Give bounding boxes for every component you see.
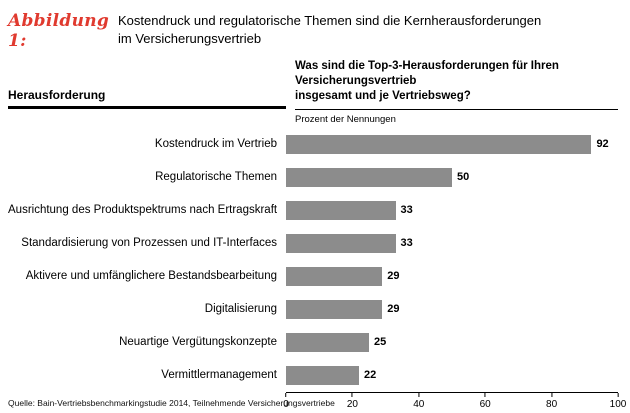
x-tick-label: 80 <box>546 398 558 410</box>
bar-row: Kostendruck im Vertrieb 92 <box>8 128 618 161</box>
bar-row: Standardisierung von Prozessen und IT-In… <box>8 227 618 260</box>
tick-mark <box>617 392 619 397</box>
value-label: 50 <box>457 171 470 184</box>
category-label: Kostendruck im Vertrieb <box>154 138 277 151</box>
x-tick: 60 <box>479 392 491 410</box>
column-headers: Herausforderung Was sind die Top-3-Herau… <box>8 59 618 125</box>
category-label: Neuartige Vergütungskonzepte <box>119 336 277 349</box>
right-column-header: Was sind die Top-3-Herausforderungen für… <box>295 59 618 125</box>
x-tick-label: 40 <box>413 398 425 410</box>
x-tick: 20 <box>346 392 358 410</box>
figure-label: Abbildung 1: <box>8 11 110 51</box>
x-tick: 40 <box>413 392 425 410</box>
figure-title-line1: Kostendruck und regulatorische Themen si… <box>118 13 542 28</box>
bar-track: 22 <box>286 365 618 385</box>
bar-row: Regulatorische Themen 50 <box>8 161 618 194</box>
bar-row: Aktivere und umfänglichere Bestandsbearb… <box>8 260 618 293</box>
category-label: Aktivere und umfänglichere Bestandsbearb… <box>25 270 277 283</box>
category-label: Digitalisierung <box>204 303 277 316</box>
bar <box>286 299 383 319</box>
bar <box>286 167 452 187</box>
left-column-header: Herausforderung <box>8 88 286 109</box>
bar-row: Neuartige Vergütungskonzepte 25 <box>8 326 618 359</box>
x-tick: 0 <box>283 392 289 410</box>
x-axis: 0 20 40 60 80 100 <box>283 391 626 413</box>
bar-track: 33 <box>286 233 618 253</box>
value-label: 92 <box>596 138 609 151</box>
value-label: 25 <box>374 336 387 349</box>
figure-title: Kostendruck und regulatorische Themen si… <box>118 10 541 51</box>
figure-title-line2: im Versicherungsvertrieb <box>118 31 262 47</box>
value-label: 29 <box>387 303 400 316</box>
unit-label: Prozent der Nennungen <box>295 113 396 125</box>
tick-mark <box>484 392 486 397</box>
x-axis-row: 0 20 40 60 80 100 <box>8 391 626 413</box>
bar <box>286 365 360 385</box>
bar-row: Vermittlermanagement 22 <box>8 359 618 392</box>
x-tick-label: 0 <box>283 398 289 410</box>
x-tick-label: 60 <box>479 398 491 410</box>
bar <box>286 200 396 220</box>
bar <box>286 134 592 154</box>
x-tick: 100 <box>609 392 627 410</box>
tick-mark <box>418 392 420 397</box>
bar-track: 25 <box>286 332 618 352</box>
x-tick-label: 20 <box>346 398 358 410</box>
value-label: 29 <box>387 270 400 283</box>
value-label: 22 <box>364 369 377 382</box>
bar-track: 29 <box>286 266 618 286</box>
tick-mark <box>285 392 287 397</box>
category-label: Ausrichtung des Produktspektrums nach Er… <box>8 204 278 217</box>
bar-track: 50 <box>286 167 618 187</box>
bar <box>286 233 396 253</box>
value-label: 33 <box>400 204 413 217</box>
survey-question-line2: insgesamt und je Vertriebsweg? <box>295 90 471 103</box>
bar-track: 92 <box>286 134 618 154</box>
tick-mark <box>551 392 553 397</box>
category-label: Regulatorische Themen <box>155 171 277 184</box>
bar-track: 33 <box>286 200 618 220</box>
category-label: Vermittlermanagement <box>161 369 277 382</box>
x-tick-label: 100 <box>609 398 627 410</box>
bar <box>286 332 369 352</box>
source-note: Quelle: Bain-Vertriebsbenchmarkingstudie… <box>8 398 335 408</box>
bar-chart: Kostendruck im Vertrieb 92 Regulatorisch… <box>8 128 618 392</box>
bar <box>286 266 383 286</box>
figure-header: Abbildung 1: Kostendruck und regulatoris… <box>8 10 618 51</box>
survey-question-line1: Was sind die Top-3-Herausforderungen für… <box>295 60 559 88</box>
x-tick: 80 <box>546 392 558 410</box>
survey-question: Was sind die Top-3-Herausforderungen für… <box>295 59 618 110</box>
category-label: Standardisierung von Prozessen und IT-In… <box>21 237 277 250</box>
bar-row: Ausrichtung des Produktspektrums nach Er… <box>8 194 618 227</box>
tick-mark <box>351 392 353 397</box>
value-label: 33 <box>400 237 413 250</box>
bar-row: Digitalisierung 29 <box>8 293 618 326</box>
bar-track: 29 <box>286 299 618 319</box>
